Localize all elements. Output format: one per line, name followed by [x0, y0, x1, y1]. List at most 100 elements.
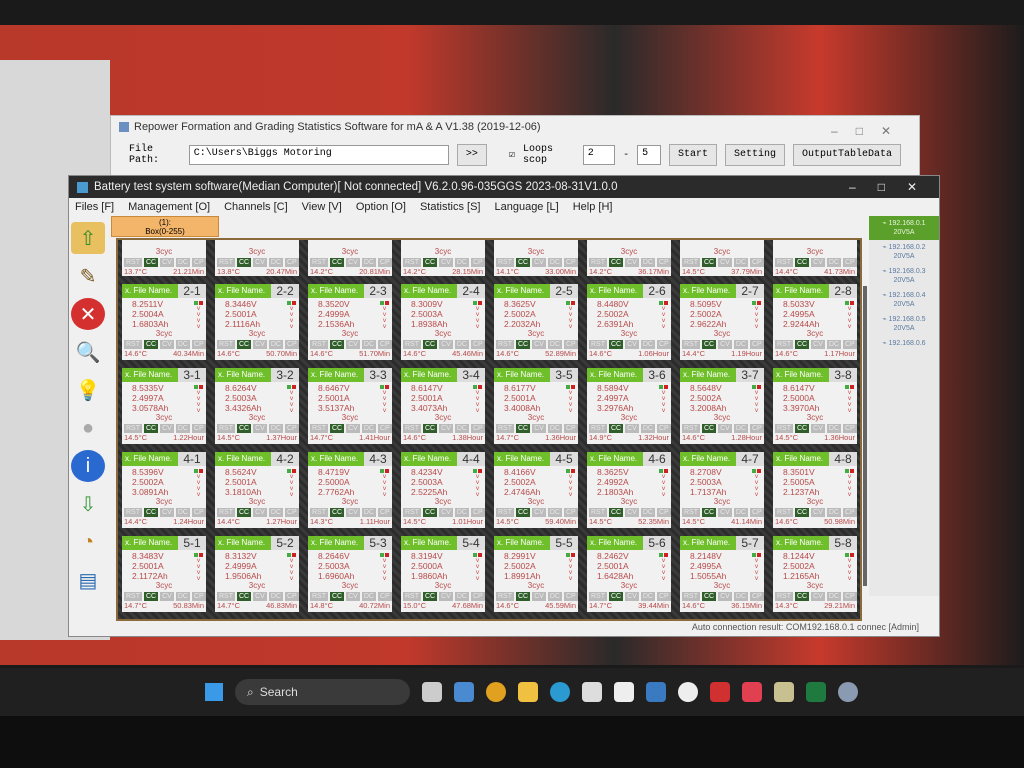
mode-cv[interactable]: CV: [625, 340, 639, 349]
channel-cell[interactable]: x. File Name. 3-3 8.6467V 2.5001A 3.5137Ah ˅ ˅…: [308, 368, 392, 444]
mode-cv[interactable]: CV: [532, 258, 546, 267]
mode-cv[interactable]: CV: [253, 258, 267, 267]
device-item[interactable]: ⌁ 192.168.0.6: [869, 336, 939, 351]
mode-cv[interactable]: CV: [811, 592, 825, 601]
mode-cc[interactable]: CC: [423, 340, 438, 349]
mode-cv[interactable]: CV: [439, 424, 453, 433]
mode-cc[interactable]: CC: [144, 424, 159, 433]
mode-cc[interactable]: CC: [609, 424, 624, 433]
task-view-icon[interactable]: [422, 682, 442, 702]
channel-cell[interactable]: 3cyc RST CC CV DC CP 14.2°C 36.17Min: [587, 240, 671, 276]
mode-dc[interactable]: DC: [361, 340, 376, 349]
mode-cv[interactable]: CV: [811, 424, 825, 433]
mode-cv[interactable]: CV: [160, 424, 174, 433]
channel-cell[interactable]: x. File Name. 3-1 8.5335V 2.4997A 3.0578Ah ˅ ˅…: [122, 368, 206, 444]
loop-from-input[interactable]: 2: [582, 145, 616, 165]
mode-dc[interactable]: DC: [640, 508, 655, 517]
channel-cell[interactable]: 3cyc RST CC CV DC CP 14.4°C 41.73Min: [773, 240, 857, 276]
setting-button[interactable]: Setting: [724, 144, 785, 166]
mode-cp[interactable]: CP: [470, 508, 485, 517]
mode-cp[interactable]: CP: [656, 508, 671, 517]
mode-rst[interactable]: RST: [124, 340, 142, 349]
mode-dc[interactable]: DC: [547, 592, 562, 601]
edge-icon[interactable]: [550, 682, 570, 702]
info-icon[interactable]: i: [71, 450, 105, 482]
mode-cv[interactable]: CV: [532, 340, 546, 349]
mode-cp[interactable]: CP: [284, 592, 299, 601]
mode-cc[interactable]: CC: [423, 424, 438, 433]
channel-cell[interactable]: x. File Name. 2-6 8.4480V 2.5002A 2.6391Ah ˅ ˅…: [587, 284, 671, 360]
mode-dc[interactable]: DC: [361, 258, 376, 267]
channel-cell[interactable]: 3cyc RST CC CV DC CP 14.5°C 37.79Min: [680, 240, 764, 276]
menu-item[interactable]: Management [O]: [128, 201, 211, 213]
mode-cv[interactable]: CV: [346, 508, 360, 517]
box-tab[interactable]: (1): Box(0-255): [111, 216, 219, 237]
mode-cv[interactable]: CV: [346, 424, 360, 433]
mode-cp[interactable]: CP: [284, 508, 299, 517]
mode-dc[interactable]: DC: [640, 592, 655, 601]
mode-cc[interactable]: CC: [423, 592, 438, 601]
menu-item[interactable]: View [V]: [301, 201, 342, 213]
mode-dc[interactable]: DC: [454, 508, 469, 517]
mode-rst[interactable]: RST: [310, 592, 328, 601]
download-icon[interactable]: ⇩: [79, 493, 97, 516]
mode-cc[interactable]: CC: [702, 424, 717, 433]
app-icon-red[interactable]: [742, 682, 762, 702]
channel-cell[interactable]: x. File Name. 5-4 8.3194V 2.5000A 1.9860Ah ˅ ˅…: [401, 536, 485, 612]
channel-cell[interactable]: 3cyc RST CC CV DC CP 14.2°C 28.15Min: [401, 240, 485, 276]
mode-cv[interactable]: CV: [160, 340, 174, 349]
mode-cv[interactable]: CV: [625, 258, 639, 267]
mode-cc[interactable]: CC: [609, 340, 624, 349]
device-item[interactable]: ⌁ 192.168.0.3 20V5A: [869, 264, 939, 288]
mode-cc[interactable]: CC: [144, 592, 159, 601]
browse-button[interactable]: >>: [456, 144, 487, 166]
mode-cp[interactable]: CP: [656, 340, 671, 349]
mode-dc[interactable]: DC: [826, 508, 841, 517]
mode-rst[interactable]: RST: [217, 340, 235, 349]
mode-cc[interactable]: CC: [423, 258, 438, 267]
mode-cv[interactable]: CV: [625, 508, 639, 517]
anydesk-icon[interactable]: [710, 682, 730, 702]
mode-dc[interactable]: DC: [268, 508, 283, 517]
mode-cc[interactable]: CC: [702, 508, 717, 517]
mode-dc[interactable]: DC: [733, 340, 748, 349]
mode-cp[interactable]: CP: [749, 424, 764, 433]
mode-cc[interactable]: CC: [795, 258, 810, 267]
mode-cp[interactable]: CP: [656, 258, 671, 267]
channel-cell[interactable]: x. File Name. 4-5 8.4166V 2.5002A 2.4746Ah ˅ ˅…: [494, 452, 578, 528]
channel-cell[interactable]: 3cyc RST CC CV DC CP 14.2°C 20.81Min: [308, 240, 392, 276]
mode-cc[interactable]: CC: [795, 340, 810, 349]
mode-cc[interactable]: CC: [144, 258, 159, 267]
mode-rst[interactable]: RST: [217, 258, 235, 267]
store-icon[interactable]: [582, 682, 602, 702]
mode-cv[interactable]: CV: [253, 508, 267, 517]
mode-cp[interactable]: CP: [377, 508, 392, 517]
mode-dc[interactable]: DC: [454, 258, 469, 267]
mode-rst[interactable]: RST: [310, 258, 328, 267]
channel-cell[interactable]: x. File Name. 2-3 8.3520V 2.4999A 2.1536Ah ˅ ˅…: [308, 284, 392, 360]
mode-cv[interactable]: CV: [346, 592, 360, 601]
mode-rst[interactable]: RST: [589, 592, 607, 601]
mode-cv[interactable]: CV: [811, 340, 825, 349]
mode-cc[interactable]: CC: [702, 340, 717, 349]
mode-cp[interactable]: CP: [749, 258, 764, 267]
mode-cp[interactable]: CP: [563, 340, 578, 349]
widgets-icon[interactable]: [454, 682, 474, 702]
mode-dc[interactable]: DC: [361, 592, 376, 601]
mode-cc[interactable]: CC: [330, 508, 345, 517]
channel-cell[interactable]: x. File Name. 4-2 8.5624V 2.5001A 3.1810Ah ˅ ˅…: [215, 452, 299, 528]
mode-dc[interactable]: DC: [733, 592, 748, 601]
mode-cp[interactable]: CP: [842, 592, 857, 601]
mode-cv[interactable]: CV: [439, 340, 453, 349]
stop-icon[interactable]: ✕: [71, 298, 105, 330]
mode-rst[interactable]: RST: [775, 340, 793, 349]
channel-cell[interactable]: x. File Name. 4-8 8.3501V 2.5005A 2.1237Ah ˅ ˅…: [773, 452, 857, 528]
channel-cell[interactable]: x. File Name. 4-4 8.4234V 2.5003A 2.5225Ah ˅ ˅…: [401, 452, 485, 528]
teamviewer-icon[interactable]: [678, 682, 698, 702]
mode-dc[interactable]: DC: [640, 340, 655, 349]
mode-dc[interactable]: DC: [175, 508, 190, 517]
menu-item[interactable]: Channels [C]: [224, 201, 288, 213]
mode-cp[interactable]: CP: [377, 592, 392, 601]
mode-rst[interactable]: RST: [496, 592, 514, 601]
output-table-data-button[interactable]: OutputTableData: [792, 144, 901, 166]
